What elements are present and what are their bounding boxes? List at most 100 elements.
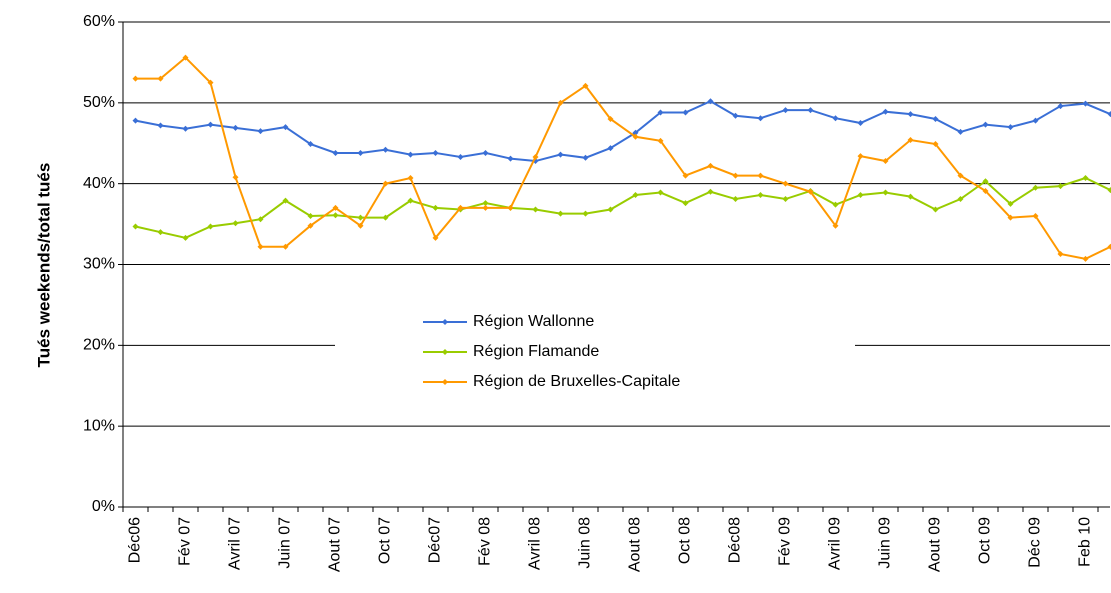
point xyxy=(307,213,314,219)
point xyxy=(757,172,764,179)
point xyxy=(182,125,189,132)
x-tick-label: Fév 07 xyxy=(177,517,194,566)
x-tick-label: Aout 08 xyxy=(627,517,644,572)
y-tick-label: 10% xyxy=(83,417,115,434)
point xyxy=(182,234,189,241)
point xyxy=(1057,250,1064,257)
point xyxy=(932,206,939,213)
point xyxy=(732,196,739,203)
legend-marker xyxy=(442,379,448,385)
series-line xyxy=(135,56,1111,260)
point xyxy=(982,178,989,185)
point xyxy=(457,153,464,160)
point xyxy=(882,158,889,165)
point xyxy=(832,222,839,229)
point xyxy=(507,155,514,162)
point xyxy=(157,75,164,82)
point xyxy=(682,172,689,179)
point xyxy=(407,175,414,182)
point xyxy=(132,75,139,82)
point xyxy=(807,188,814,195)
point xyxy=(382,214,389,221)
point xyxy=(857,120,864,127)
legend-label: Région de Bruxelles-Capitale xyxy=(473,373,680,390)
point xyxy=(1082,175,1089,182)
point xyxy=(832,115,839,122)
y-tick-label: 60% xyxy=(83,13,115,30)
y-tick-label: 50% xyxy=(83,94,115,111)
legend-marker xyxy=(442,349,448,355)
point xyxy=(732,172,739,179)
point xyxy=(282,197,289,204)
point xyxy=(707,188,714,195)
point xyxy=(432,149,439,156)
point xyxy=(632,129,639,136)
point xyxy=(907,111,914,118)
point xyxy=(1107,187,1111,194)
point xyxy=(782,196,789,203)
x-tick-label: Fév 08 xyxy=(477,517,494,566)
x-tick-label: Juin 09 xyxy=(877,517,894,569)
x-tick-label: Aout 09 xyxy=(927,517,944,572)
point xyxy=(757,191,764,198)
point xyxy=(257,216,264,223)
legend-marker xyxy=(442,319,448,325)
point xyxy=(932,116,939,122)
point xyxy=(782,107,789,114)
point xyxy=(157,229,164,236)
point xyxy=(257,243,264,250)
point xyxy=(907,193,914,200)
x-tick-label: Déc 09 xyxy=(1027,517,1044,568)
legend-box xyxy=(335,305,855,405)
point xyxy=(157,122,164,129)
point xyxy=(957,172,964,179)
point xyxy=(582,210,589,217)
point xyxy=(732,112,739,119)
point xyxy=(957,196,964,203)
point xyxy=(707,162,714,169)
x-tick-label: Déc07 xyxy=(427,517,444,563)
point xyxy=(1032,117,1039,124)
point xyxy=(882,189,889,196)
point xyxy=(407,197,414,204)
point xyxy=(482,149,489,156)
point xyxy=(332,204,339,211)
point xyxy=(182,54,189,61)
point xyxy=(332,212,339,219)
point xyxy=(357,214,364,221)
x-tick-label: Déc06 xyxy=(127,517,144,563)
x-tick-label: Oct 09 xyxy=(977,517,994,564)
point xyxy=(982,121,989,128)
point xyxy=(307,222,314,229)
point xyxy=(807,107,814,114)
point xyxy=(657,109,664,116)
point xyxy=(1007,200,1014,207)
point xyxy=(532,206,539,213)
point xyxy=(632,191,639,198)
x-tick-label: Juin 08 xyxy=(577,517,594,569)
point xyxy=(632,133,639,140)
point xyxy=(657,137,664,144)
point xyxy=(232,174,239,181)
point xyxy=(382,146,389,153)
x-tick-label: Avril 09 xyxy=(827,517,844,570)
point xyxy=(857,153,864,160)
y-tick-label: 30% xyxy=(83,256,115,273)
point xyxy=(607,116,614,122)
x-tick-label: Aout 07 xyxy=(327,517,344,572)
point xyxy=(282,243,289,250)
point xyxy=(482,200,489,207)
x-tick-label: Avril 07 xyxy=(227,517,244,570)
point xyxy=(557,151,564,158)
point xyxy=(932,141,939,148)
point xyxy=(1057,183,1064,190)
point xyxy=(507,204,514,211)
point xyxy=(882,108,889,115)
point xyxy=(1082,255,1089,262)
y-tick-label: 0% xyxy=(92,498,115,515)
series-line xyxy=(135,176,1111,239)
x-tick-label: Fév 09 xyxy=(777,517,794,566)
point xyxy=(257,128,264,135)
point xyxy=(782,180,789,187)
point xyxy=(1032,213,1039,219)
